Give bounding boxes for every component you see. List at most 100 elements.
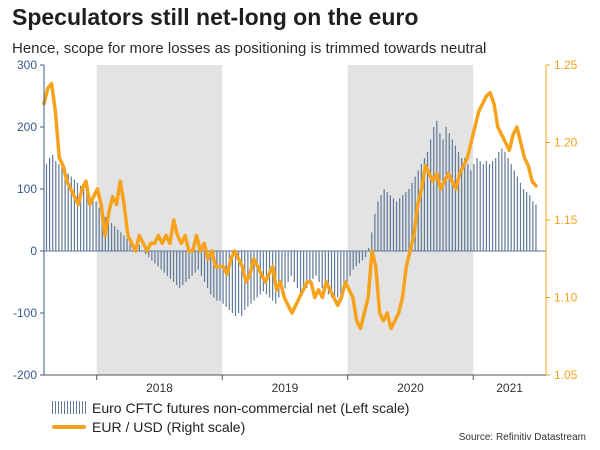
bar	[176, 251, 178, 286]
bar	[110, 223, 113, 251]
bar	[330, 251, 333, 298]
bar	[498, 151, 500, 251]
left-tick-label: -100	[13, 306, 37, 320]
legend-item-line: EUR / USD (Right scale)	[52, 417, 409, 436]
bar	[495, 158, 497, 251]
source-note: Source: Refinitiv Datastream	[458, 432, 586, 443]
bar	[346, 251, 348, 282]
bar	[457, 151, 460, 251]
bar	[303, 251, 305, 292]
bar	[55, 161, 57, 251]
bar	[213, 251, 215, 298]
bar	[89, 195, 91, 251]
bar	[293, 251, 295, 282]
bar	[532, 201, 534, 251]
bar	[529, 195, 531, 251]
bar	[473, 164, 475, 251]
bar	[234, 251, 237, 317]
bar	[179, 251, 181, 289]
legend-swatch-line	[52, 424, 86, 429]
legend-label-line: EUR / USD (Right scale)	[92, 418, 246, 435]
bar	[52, 154, 54, 251]
bar	[123, 235, 125, 251]
bar	[95, 201, 97, 251]
left-tick-label: -200	[13, 368, 37, 382]
bar	[70, 176, 72, 251]
bar	[355, 251, 357, 267]
year-label: 2021	[496, 381, 523, 395]
bar	[191, 251, 193, 276]
bar	[278, 251, 280, 298]
bar	[327, 251, 330, 295]
bar	[83, 189, 85, 251]
bar	[334, 251, 336, 301]
bar	[219, 251, 221, 301]
bar	[430, 139, 432, 251]
chart-title: Speculators still net-long on the euro	[12, 4, 419, 30]
line-series	[42, 81, 538, 331]
bar	[228, 251, 230, 310]
bar	[120, 232, 122, 251]
bar	[76, 182, 79, 251]
bar	[160, 251, 162, 270]
bar	[482, 164, 484, 251]
bar	[67, 173, 69, 251]
bar	[185, 251, 187, 282]
bar	[358, 251, 360, 264]
bar	[126, 238, 128, 251]
bar	[377, 201, 379, 251]
bar	[296, 251, 299, 289]
x-axis: 2018 2019 2020 2021	[44, 374, 546, 395]
bar	[197, 251, 199, 270]
bar	[151, 251, 153, 261]
left-tick-label: 300	[17, 58, 37, 72]
bar	[513, 170, 515, 251]
bar	[117, 229, 119, 251]
bar	[368, 247, 370, 251]
bar	[237, 251, 240, 313]
bar	[383, 189, 385, 251]
bar	[222, 251, 224, 304]
bar	[101, 213, 103, 251]
legend: Euro CFTC futures non-commercial net (Le…	[52, 398, 409, 436]
bar	[129, 241, 131, 251]
year-label: 2018	[146, 381, 173, 395]
bar	[157, 251, 159, 267]
bar	[399, 198, 401, 251]
bar	[464, 158, 466, 251]
right-tick-label: 1.25	[554, 58, 578, 72]
bar	[504, 151, 506, 251]
bar	[172, 251, 175, 282]
bar	[194, 251, 196, 273]
bar	[231, 251, 233, 313]
bar	[364, 251, 367, 258]
bar	[200, 251, 202, 276]
bar	[476, 158, 478, 251]
left-tick-label: 0	[30, 244, 37, 258]
bar	[324, 251, 326, 292]
bar	[284, 251, 286, 289]
bar	[216, 251, 218, 301]
bar	[210, 251, 212, 295]
shade-band-2020	[347, 65, 474, 375]
bar	[526, 192, 528, 251]
bar	[86, 192, 88, 251]
right-tick-label: 1.05	[554, 368, 578, 382]
bar	[340, 251, 342, 295]
bar	[352, 251, 354, 270]
bar	[49, 158, 51, 251]
bar	[265, 251, 268, 295]
left-axis: -200 -100 0 100 200 300	[13, 58, 45, 382]
bar	[408, 189, 410, 251]
bar	[138, 244, 141, 251]
bar	[374, 213, 376, 251]
bar	[386, 192, 388, 251]
bar	[371, 232, 373, 251]
bar	[461, 158, 463, 251]
bar	[448, 133, 450, 251]
bar	[392, 198, 395, 251]
bar	[318, 251, 320, 282]
bar	[107, 220, 110, 251]
bar	[454, 145, 457, 251]
bar	[299, 251, 302, 295]
